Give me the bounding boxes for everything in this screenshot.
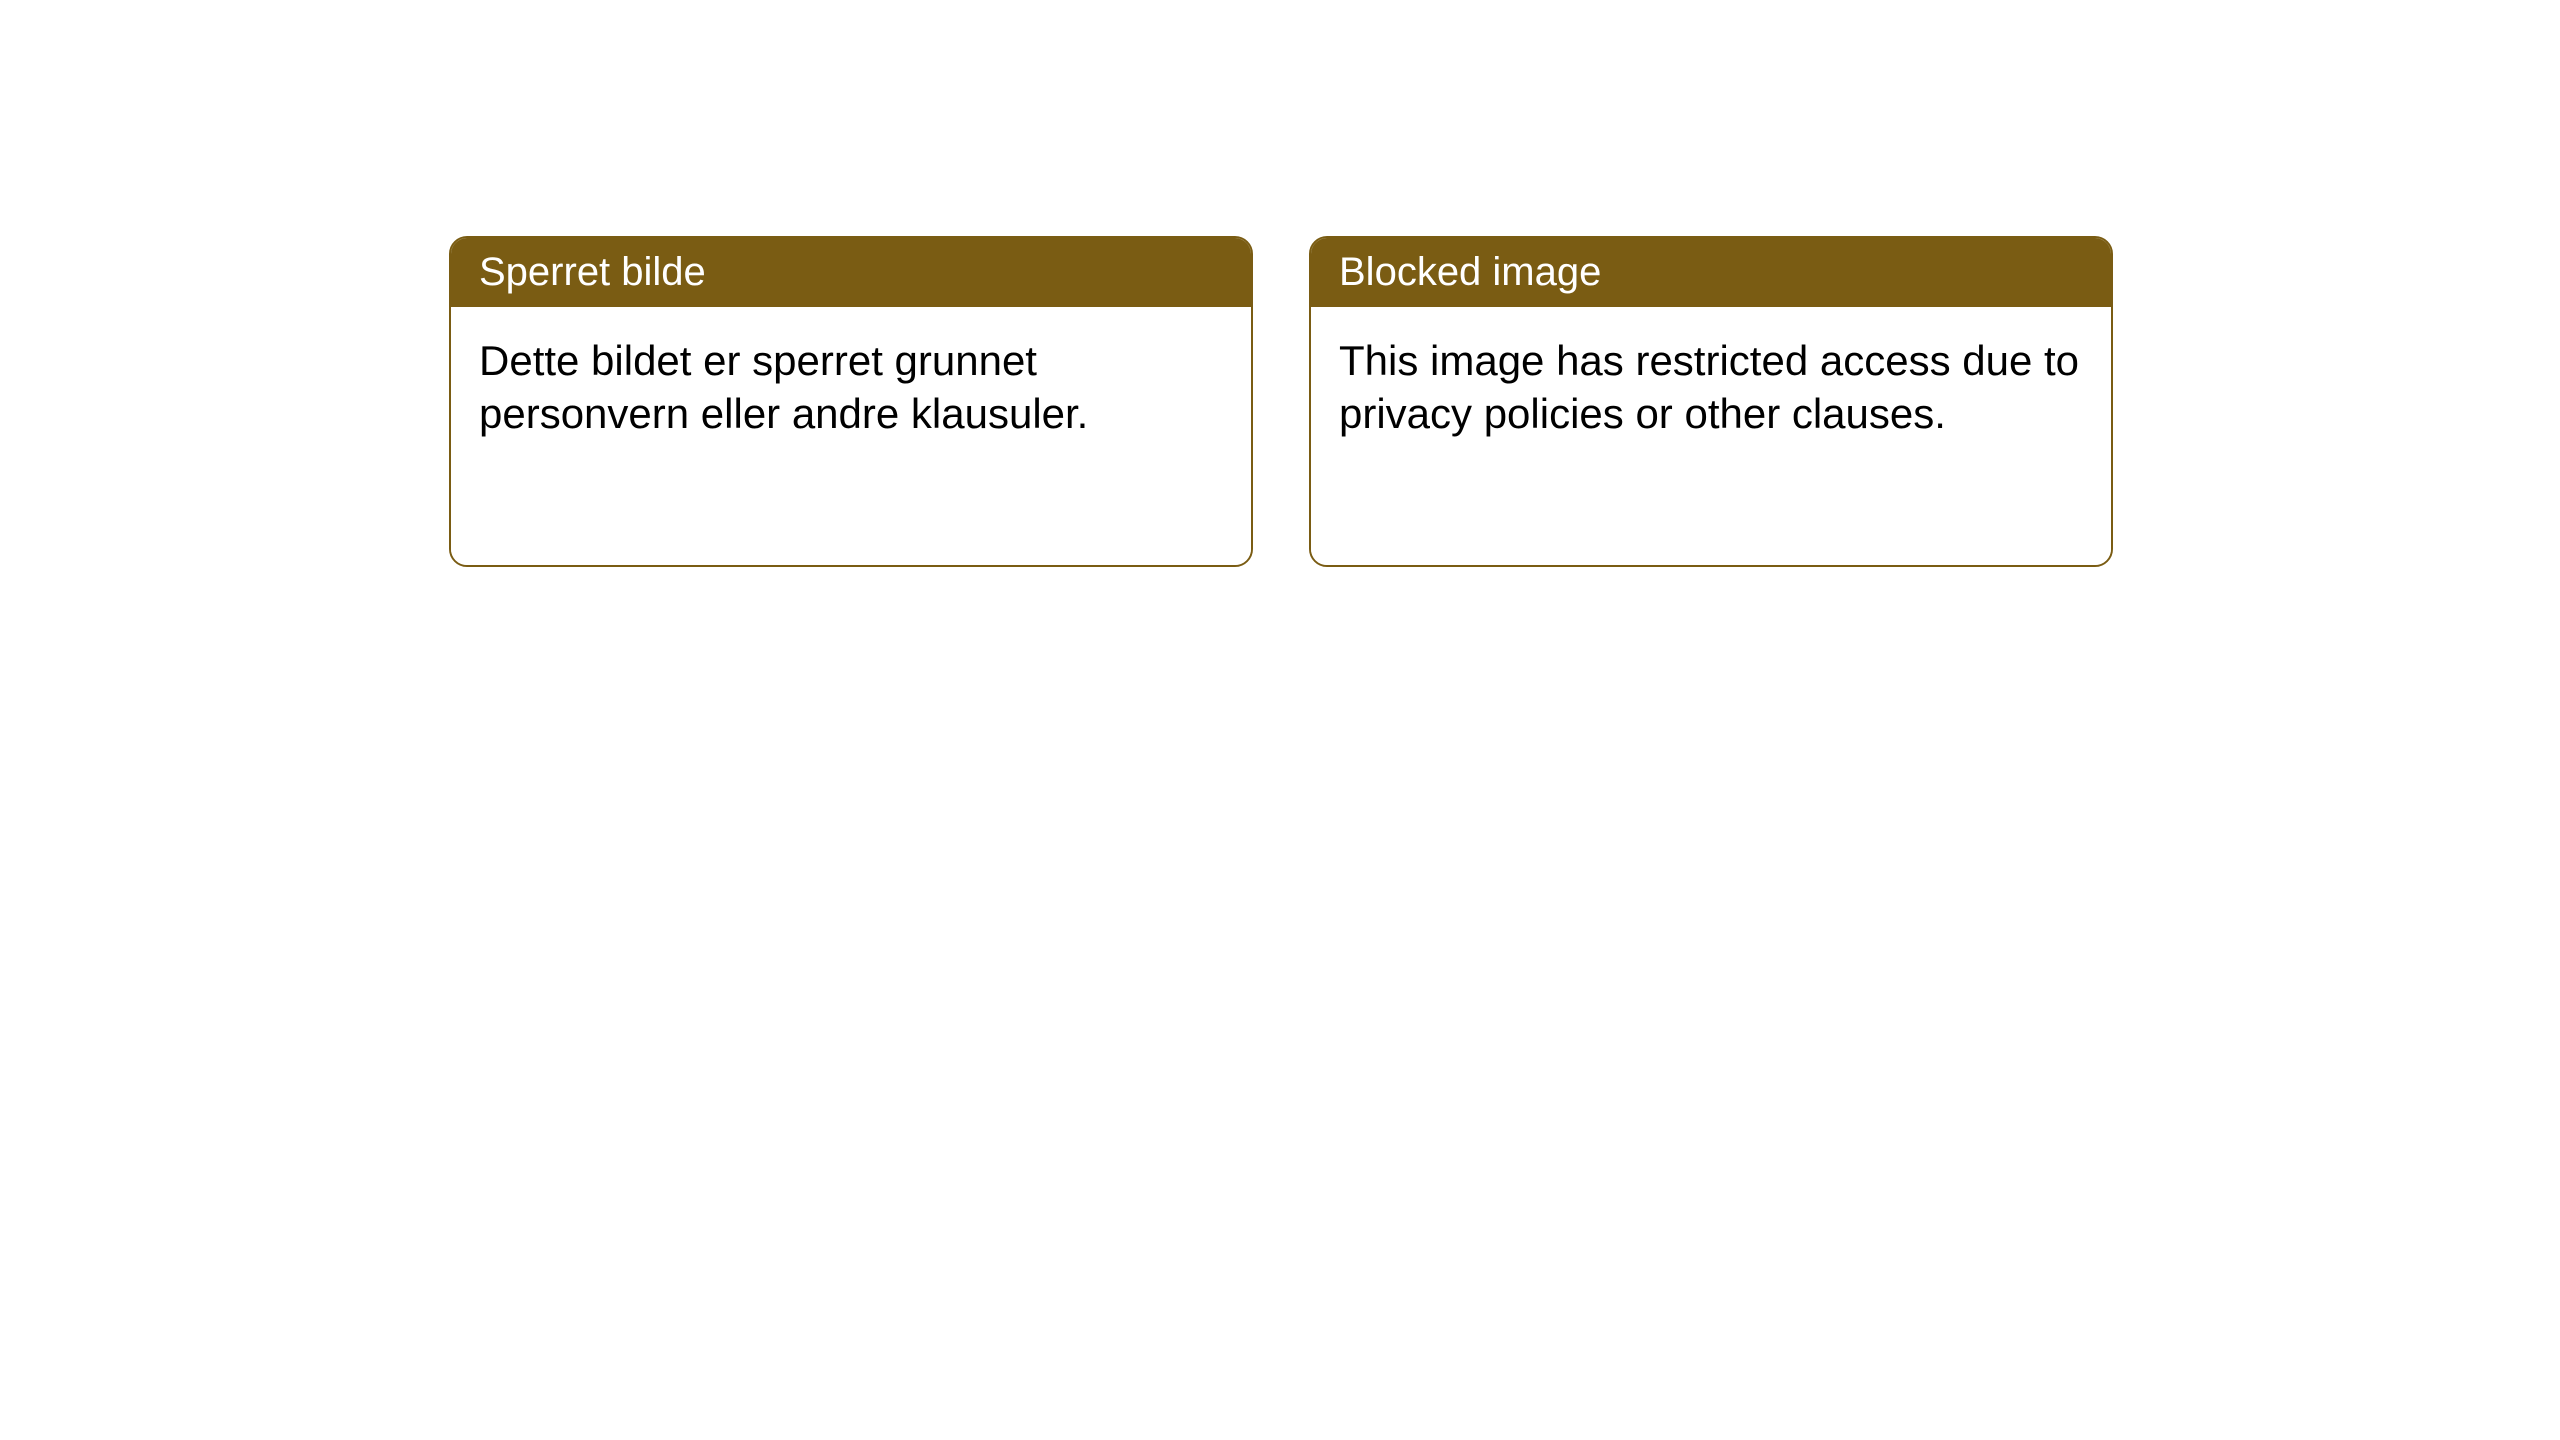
notice-body-english: This image has restricted access due to … <box>1311 307 2111 565</box>
blocked-image-notices: Sperret bilde Dette bildet er sperret gr… <box>449 236 2113 567</box>
notice-title-norwegian: Sperret bilde <box>451 238 1251 307</box>
notice-title-english: Blocked image <box>1311 238 2111 307</box>
notice-body-norwegian: Dette bildet er sperret grunnet personve… <box>451 307 1251 565</box>
notice-card-norwegian: Sperret bilde Dette bildet er sperret gr… <box>449 236 1253 567</box>
notice-card-english: Blocked image This image has restricted … <box>1309 236 2113 567</box>
